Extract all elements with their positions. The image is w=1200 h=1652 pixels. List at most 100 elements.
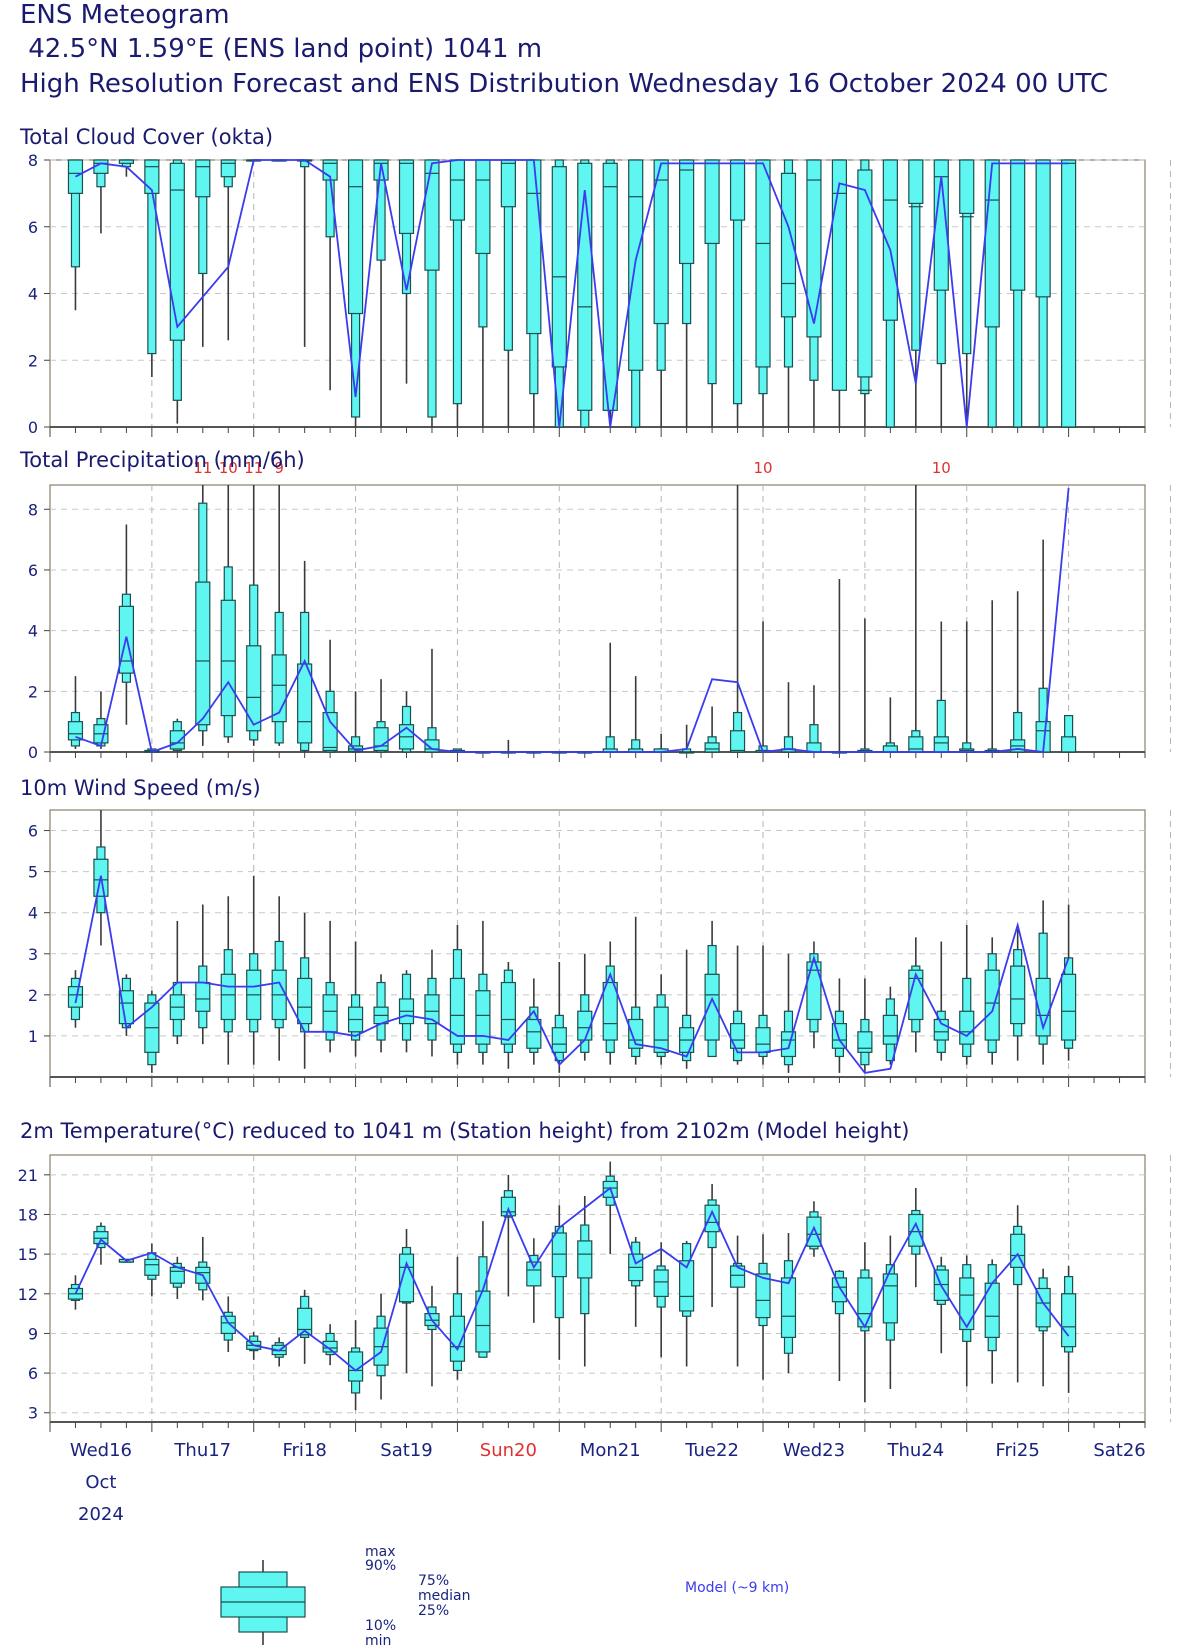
day-label: Wed23 [783, 1440, 845, 1461]
cloud-box [857, 159, 873, 427]
cloud-box [806, 159, 822, 427]
wind-box [602, 941, 618, 1065]
cloud-box [398, 159, 415, 384]
wind-p25-p75 [729, 1022, 746, 1049]
wind-box [424, 949, 440, 1057]
wind-box [169, 920, 185, 1045]
wind-box [246, 875, 262, 1065]
wind-p25-p75 [704, 973, 720, 1041]
precip-ytick-label: 4 [28, 622, 38, 641]
cloud-frame [49, 159, 1146, 428]
precip-p25-p75 [195, 581, 211, 726]
temp-p25-p75 [347, 1351, 364, 1382]
legend-model-label: Model (~9 km) [685, 1580, 789, 1596]
cloud-p25-p75 [602, 162, 618, 411]
cloud-p25-p75 [1061, 159, 1077, 428]
precip-ytick-label: 8 [28, 500, 38, 519]
precip-overflow-label: 10 [932, 459, 951, 477]
wind-p25-p75 [526, 1018, 542, 1049]
wind-p25-p75 [1061, 973, 1077, 1041]
temp-frame [49, 1154, 1146, 1423]
wind-ytick-label: 6 [28, 822, 38, 841]
temp-box [653, 1242, 669, 1358]
precip-model-line [75, 487, 1070, 754]
precip-box [398, 691, 415, 753]
temp-ytick-label: 6 [28, 1364, 38, 1383]
temp-p25-p75 [144, 1258, 160, 1276]
temp-p25-p75 [577, 1240, 593, 1279]
cloud-p25-p75 [780, 172, 797, 318]
wind-p25-p75 [500, 981, 516, 1045]
precip-overflow-label: 9 [274, 459, 284, 477]
precip-p25-p75 [169, 730, 185, 750]
wind-box [577, 953, 593, 1061]
location-subtitle: 42.5°N 1.59°E (ENS land point) 1041 m [20, 34, 543, 64]
cloud-box [933, 159, 949, 427]
precip-box [729, 485, 746, 753]
temp-p25-p75 [959, 1277, 975, 1331]
temp-p25-p75 [449, 1315, 466, 1362]
wind-box [1035, 900, 1051, 1065]
precip-box [1061, 714, 1077, 753]
wind-p25-p75 [806, 961, 822, 1021]
wind-p25-p75 [959, 1010, 975, 1045]
cloud-p25-p75 [475, 159, 491, 255]
day-label: Thu17 [173, 1440, 231, 1461]
cloud-box [169, 159, 185, 424]
cloud-box [1010, 159, 1026, 428]
temp-box [93, 1222, 109, 1265]
cloud-p25-p75 [220, 159, 236, 178]
precip-overflow-label: 10 [219, 459, 238, 477]
precip-box [373, 679, 389, 753]
day-label: Fri25 [995, 1440, 1039, 1461]
chart-title: ENS Meteogram [20, 0, 230, 30]
temp-p25-p75 [780, 1277, 797, 1339]
temp-ytick-label: 9 [28, 1324, 38, 1343]
precip-box [882, 697, 898, 753]
wind-p25-p75 [653, 1006, 669, 1053]
wind-box [195, 904, 211, 1045]
cloud-p25-p75 [857, 169, 873, 378]
legend-median-label: median [418, 1588, 470, 1604]
cloud-ytick-label: 2 [28, 351, 38, 370]
cloud-box [577, 159, 593, 428]
temp-box [475, 1221, 491, 1358]
day-label: Fri18 [282, 1440, 326, 1461]
wind-p25-p75 [882, 1014, 898, 1045]
legend-p75-label: 75% [418, 1573, 449, 1589]
cloud-p25-p75 [144, 159, 160, 194]
precip-ytick-label: 0 [28, 743, 38, 762]
temp-box [729, 1235, 746, 1367]
cloud-p25-p75 [984, 159, 1000, 328]
temp-p25-p75 [551, 1232, 567, 1278]
precip-box [704, 706, 720, 753]
cloud-box [220, 159, 236, 341]
wind-ytick-label: 5 [28, 863, 38, 882]
wind-title: 10m Wind Speed (m/s) [20, 776, 261, 800]
day-label: Mon21 [580, 1440, 641, 1461]
temp-p25-p75 [93, 1231, 109, 1245]
precip-ytick-label: 6 [28, 561, 38, 580]
cloud-p25-p75 [449, 159, 466, 221]
temp-p25-p75 [679, 1260, 695, 1312]
cloud-p25-p75 [908, 159, 924, 204]
month-label: Oct [85, 1472, 116, 1493]
wind-frame [49, 809, 1146, 1078]
precip-p25-p75 [67, 721, 84, 741]
wind-box [984, 937, 1000, 1065]
wind-model-line [74, 875, 1070, 1074]
precip-p25-p75 [373, 727, 389, 752]
year-label: 2024 [78, 1504, 124, 1525]
temp-model-line [74, 1186, 1070, 1372]
legend-p25-label: 25% [418, 1603, 449, 1619]
temp-box [806, 1201, 822, 1257]
wind-box [755, 945, 771, 1065]
wind-box [475, 920, 491, 1065]
temp-box [857, 1242, 873, 1403]
wind-p25-p75 [220, 973, 236, 1021]
precip-p25-p75 [704, 742, 720, 753]
wind-box [526, 978, 542, 1065]
temp-ytick-label: 15 [18, 1245, 38, 1264]
cloud-p25-p75 [831, 159, 848, 391]
precip-p25-p75 [246, 645, 262, 732]
